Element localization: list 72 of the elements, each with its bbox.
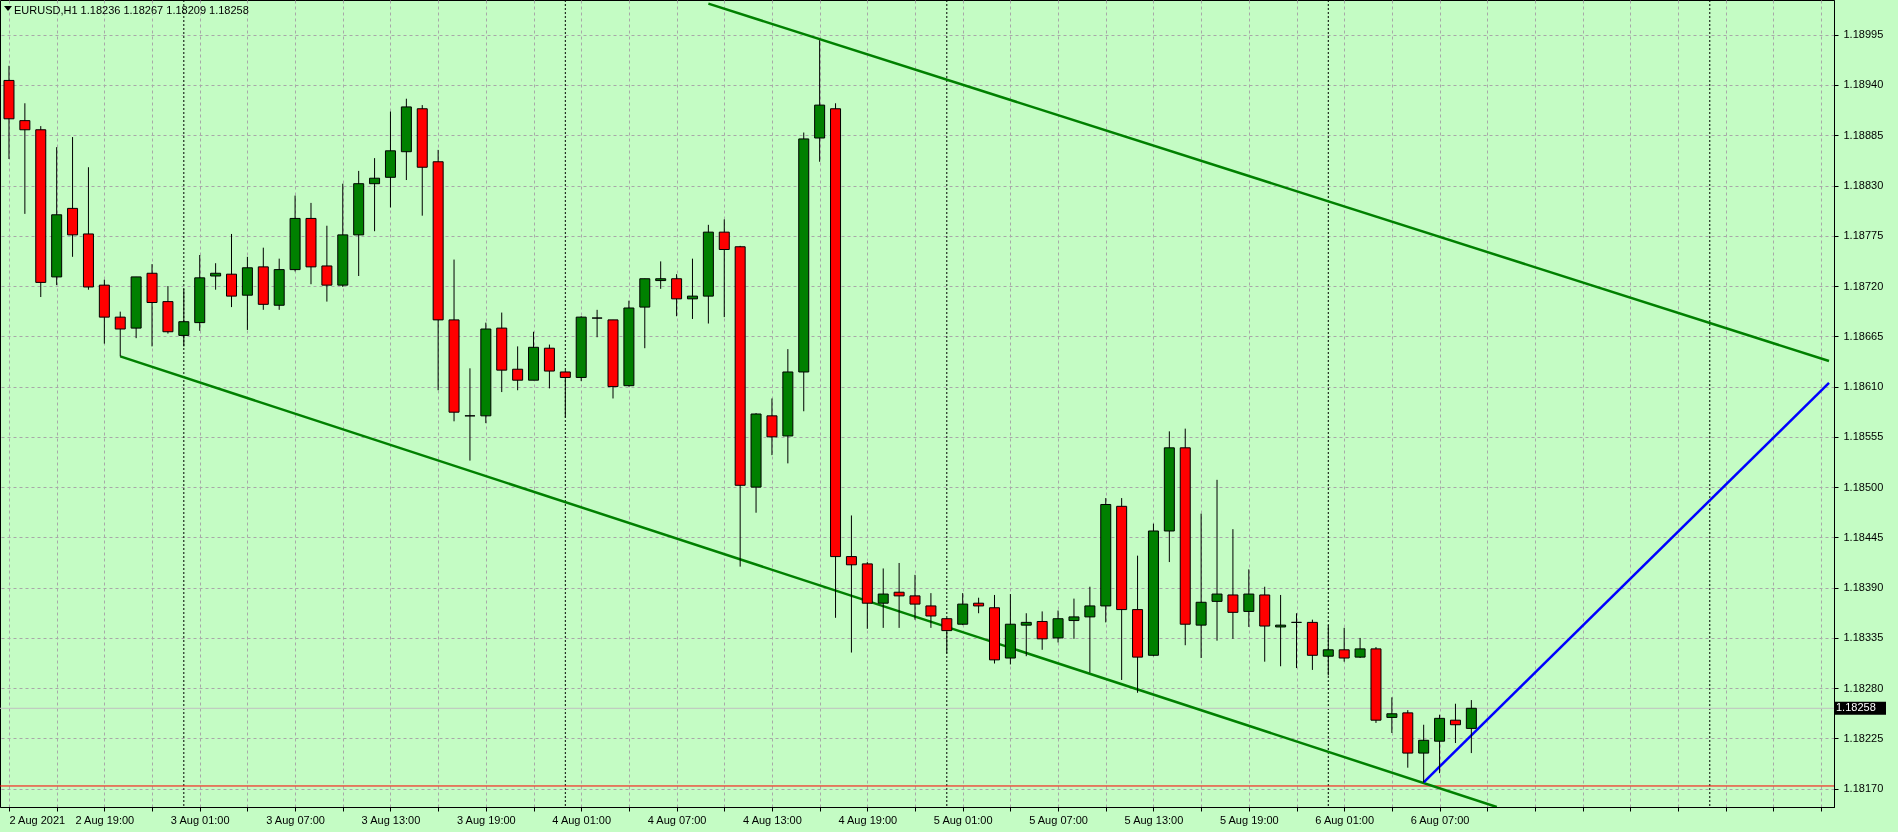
candlestick	[1020, 612, 1032, 657]
candlestick	[957, 592, 969, 626]
candlestick	[686, 258, 698, 320]
candlestick	[925, 592, 937, 629]
candlestick	[671, 273, 683, 317]
x-tick-label: 3 Aug 19:00	[456, 813, 516, 826]
x-tick-label: 4 Aug 13:00	[743, 813, 802, 826]
candlestick	[1291, 612, 1302, 669]
y-tick-label: 1.18280	[1843, 681, 1884, 694]
candlestick	[909, 574, 921, 621]
candlestick	[1418, 724, 1430, 783]
x-tick-label: 3 Aug 01:00	[170, 813, 230, 826]
x-tick-label: 2 Aug 2021	[9, 813, 66, 826]
y-tick-label: 1.18335	[1843, 631, 1884, 644]
candlestick	[512, 345, 524, 391]
candlestick	[1465, 699, 1477, 754]
chart-title: EURUSD,H1 1.18236 1.18267 1.18209 1.18258	[14, 3, 249, 16]
x-tick-label: 5 Aug 19:00	[1219, 813, 1279, 826]
y-tick-label: 1.18995	[1843, 28, 1884, 41]
candlestick	[1227, 528, 1239, 640]
candlestick	[1275, 594, 1287, 667]
candlestick	[766, 397, 778, 456]
x-tick-label: 4 Aug 07:00	[647, 813, 707, 826]
candlestick	[543, 344, 555, 389]
candlestick	[845, 514, 857, 654]
y-tick-label: 1.18665	[1843, 329, 1884, 342]
x-tick-label: 5 Aug 13:00	[1124, 813, 1184, 826]
ref-line-label: 1.18258	[1836, 701, 1876, 714]
candlestick	[226, 233, 238, 308]
candlestick	[1434, 714, 1446, 774]
candlestick	[1052, 610, 1064, 643]
y-tick-label: 1.18940	[1843, 78, 1884, 91]
x-tick-label: 3 Aug 13:00	[361, 813, 421, 826]
y-tick-label: 1.18390	[1843, 581, 1884, 594]
candlestick	[321, 225, 333, 303]
candlestick	[893, 562, 905, 629]
candlestick	[114, 311, 126, 357]
candlestick	[1195, 513, 1207, 659]
y-tick-label: 1.18555	[1843, 430, 1884, 443]
x-tick-label: 4 Aug 01:00	[552, 813, 612, 826]
x-tick-label: 6 Aug 01:00	[1315, 813, 1375, 826]
candlestick	[19, 102, 31, 215]
candlestick	[655, 260, 667, 290]
candlestick	[464, 367, 476, 462]
y-tick-label: 1.18830	[1843, 179, 1884, 192]
y-tick-label: 1.18775	[1843, 229, 1884, 242]
y-tick-label: 1.18500	[1843, 480, 1884, 493]
x-tick-label: 6 Aug 07:00	[1410, 813, 1470, 826]
x-tick-label: 2 Aug 19:00	[75, 813, 135, 826]
x-tick-label: 3 Aug 07:00	[266, 813, 325, 826]
candlestick	[1386, 696, 1398, 734]
y-tick-label: 1.18610	[1843, 380, 1884, 393]
x-tick-label: 4 Aug 19:00	[838, 813, 898, 826]
candlestick	[1211, 479, 1223, 642]
y-tick-label: 1.18720	[1843, 279, 1884, 292]
candlestick	[1068, 598, 1080, 640]
x-tick-label: 5 Aug 07:00	[1029, 813, 1088, 826]
candlestick	[1338, 627, 1350, 663]
x-tick-label: 5 Aug 01:00	[933, 813, 993, 826]
candlestick	[369, 157, 381, 232]
candlestick	[1084, 586, 1096, 674]
candlestick	[1036, 610, 1048, 651]
y-tick-label: 1.18170	[1843, 782, 1884, 795]
candlestick	[591, 309, 603, 338]
candlestick	[718, 218, 730, 318]
y-tick-label: 1.18445	[1843, 530, 1884, 543]
y-tick-label: 1.18885	[1843, 128, 1884, 141]
candlestick	[210, 262, 222, 291]
candlestick	[1449, 703, 1461, 744]
y-tick-label: 1.18225	[1843, 731, 1884, 744]
candlestick	[1243, 568, 1255, 628]
candlestick	[877, 567, 889, 629]
